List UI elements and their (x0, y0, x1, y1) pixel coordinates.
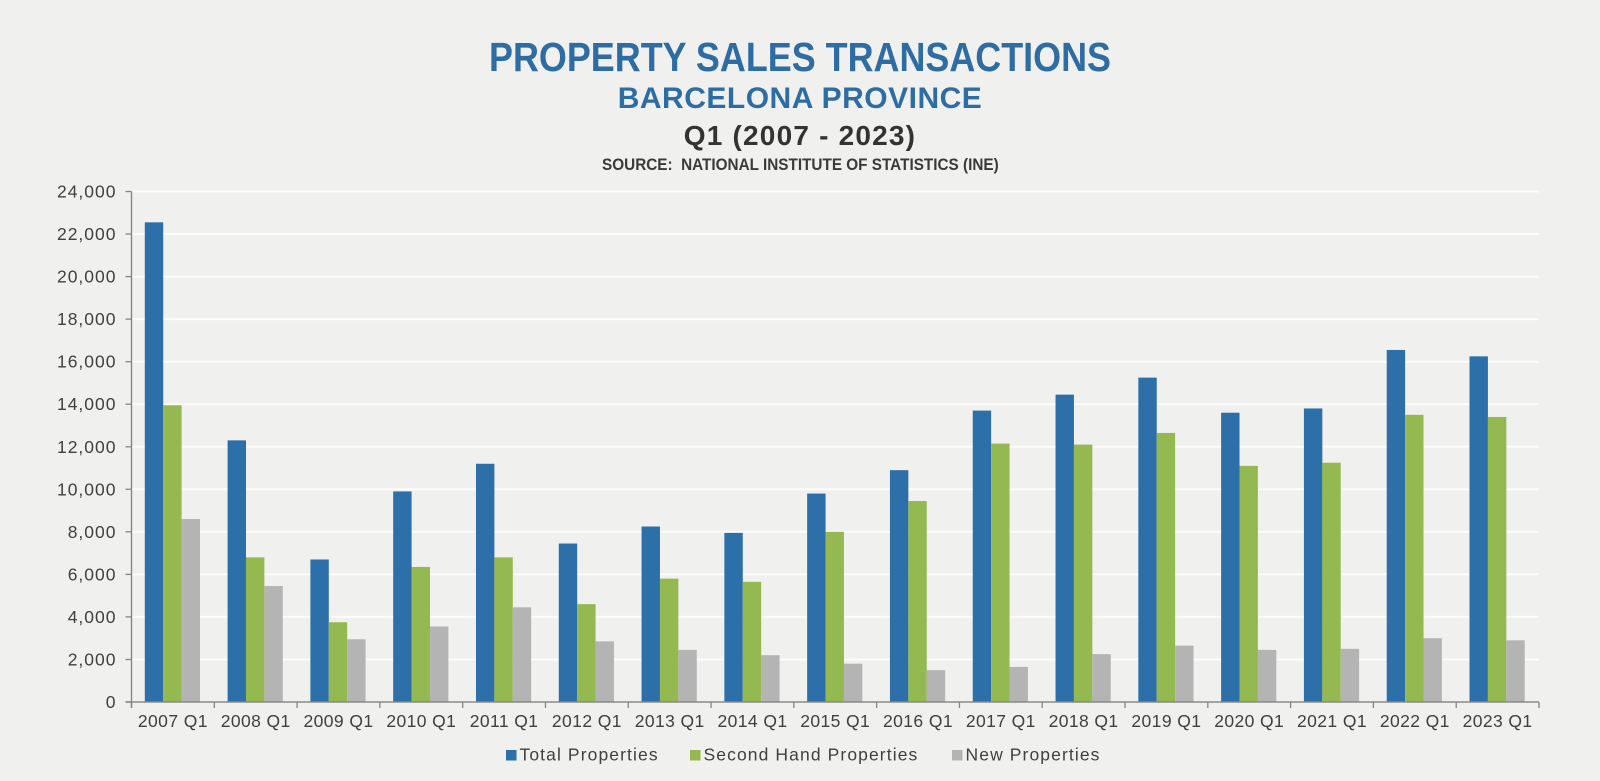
svg-text:2,000: 2,000 (68, 650, 117, 670)
svg-text:12,000: 12,000 (57, 437, 117, 457)
svg-text:2016 Q1: 2016 Q1 (883, 711, 953, 731)
svg-text:8,000: 8,000 (68, 522, 117, 542)
svg-text:2020 Q1: 2020 Q1 (1214, 711, 1284, 731)
svg-text:0: 0 (106, 692, 117, 712)
svg-text:2023 Q1: 2023 Q1 (1463, 711, 1533, 731)
svg-text:2010 Q1: 2010 Q1 (386, 711, 456, 731)
svg-text:24,000: 24,000 (57, 182, 117, 202)
svg-text:14,000: 14,000 (57, 394, 117, 414)
svg-text:2008 Q1: 2008 Q1 (221, 711, 291, 731)
svg-text:2013 Q1: 2013 Q1 (635, 711, 705, 731)
svg-text:4,000: 4,000 (68, 607, 117, 627)
svg-text:Total Properties: Total Properties (520, 745, 659, 765)
svg-text:2011 Q1: 2011 Q1 (470, 711, 539, 731)
svg-text:2022 Q1: 2022 Q1 (1380, 711, 1450, 731)
svg-text:2015 Q1: 2015 Q1 (800, 711, 870, 731)
svg-text:2018 Q1: 2018 Q1 (1049, 711, 1119, 731)
svg-text:2021 Q1: 2021 Q1 (1297, 711, 1367, 731)
svg-text:20,000: 20,000 (57, 267, 117, 287)
svg-text:2017 Q1: 2017 Q1 (966, 711, 1036, 731)
svg-text:New Properties: New Properties (966, 745, 1101, 765)
svg-text:Second Hand Properties: Second Hand Properties (704, 745, 919, 765)
svg-text:22,000: 22,000 (57, 224, 117, 244)
svg-text:18,000: 18,000 (57, 309, 117, 329)
svg-text:2012 Q1: 2012 Q1 (552, 711, 622, 731)
svg-text:16,000: 16,000 (57, 352, 117, 372)
svg-text:10,000: 10,000 (57, 479, 117, 499)
svg-text:2007 Q1: 2007 Q1 (138, 711, 208, 731)
svg-text:2009 Q1: 2009 Q1 (304, 711, 374, 731)
svg-text:2014 Q1: 2014 Q1 (718, 711, 788, 731)
svg-text:2019 Q1: 2019 Q1 (1131, 711, 1201, 731)
svg-text:6,000: 6,000 (68, 564, 117, 584)
